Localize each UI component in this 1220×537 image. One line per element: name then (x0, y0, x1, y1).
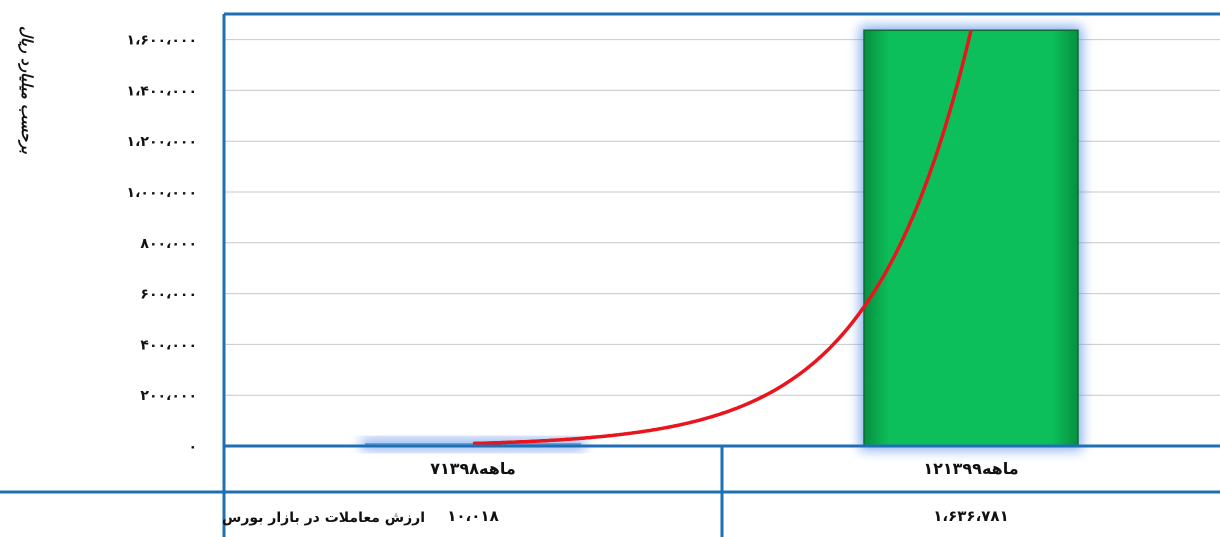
data-value-cell: ۱۰،۰۱۸ (447, 507, 498, 525)
data-table-values: ۱۰،۰۱۸ ۱،۶۳۶،۷۸۱ (447, 507, 1008, 525)
category-label: ۷ماهه۱۳۹۸ (430, 459, 516, 478)
category-labels: ۷ماهه۱۳۹۸ ۱۲ماهه۱۳۹۹ (430, 459, 1018, 478)
y-tick-label: ۱،۰۰۰،۰۰۰ (127, 185, 197, 201)
y-tick-label: ۸۰۰،۰۰۰ (140, 236, 197, 252)
y-axis-ticks: ۰ ۲۰۰،۰۰۰ ۴۰۰،۰۰۰ ۶۰۰،۰۰۰ ۸۰۰،۰۰۰ ۱،۰۰۰،۰۰۰ ۱،… (127, 33, 197, 455)
y-tick-label: ۰ (188, 439, 197, 455)
data-table-row-label: ارزش معاملات در بازار بورس (222, 510, 425, 526)
y-tick-label: ۱،۲۰۰،۰۰۰ (127, 134, 197, 150)
y-tick-label: ۱،۴۰۰،۰۰۰ (127, 83, 197, 99)
bar (864, 30, 1078, 446)
y-tick-label: ۴۰۰،۰۰۰ (140, 337, 197, 353)
category-label: ۱۲ماهه۱۳۹۹ (923, 459, 1018, 478)
data-value-cell: ۱،۶۳۶،۷۸۱ (933, 507, 1008, 525)
bars (361, 26, 1082, 450)
y-tick-label: ۱،۶۰۰،۰۰۰ (127, 33, 197, 49)
y-tick-label: ۲۰۰،۰۰۰ (140, 388, 197, 404)
y-tick-label: ۶۰۰،۰۰۰ (140, 287, 197, 303)
y-axis-label: برحسب میلیارد ریال (18, 26, 36, 155)
